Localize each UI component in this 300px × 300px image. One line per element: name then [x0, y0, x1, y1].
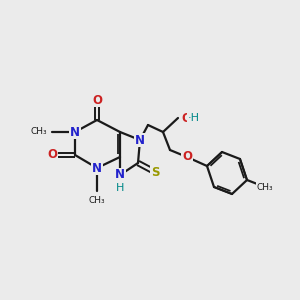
Text: N: N: [92, 161, 102, 175]
Text: O: O: [47, 148, 57, 161]
Text: CH₃: CH₃: [89, 196, 105, 205]
Text: ·H: ·H: [188, 113, 200, 123]
Text: O: O: [181, 112, 191, 124]
Text: N: N: [70, 125, 80, 139]
Text: N: N: [115, 169, 125, 182]
Text: CH₃: CH₃: [257, 182, 273, 191]
Text: CH₃: CH₃: [30, 128, 47, 136]
Text: H: H: [116, 183, 124, 193]
Text: O: O: [182, 151, 192, 164]
Text: O: O: [92, 94, 102, 106]
Text: S: S: [151, 166, 159, 178]
Text: N: N: [135, 134, 145, 146]
